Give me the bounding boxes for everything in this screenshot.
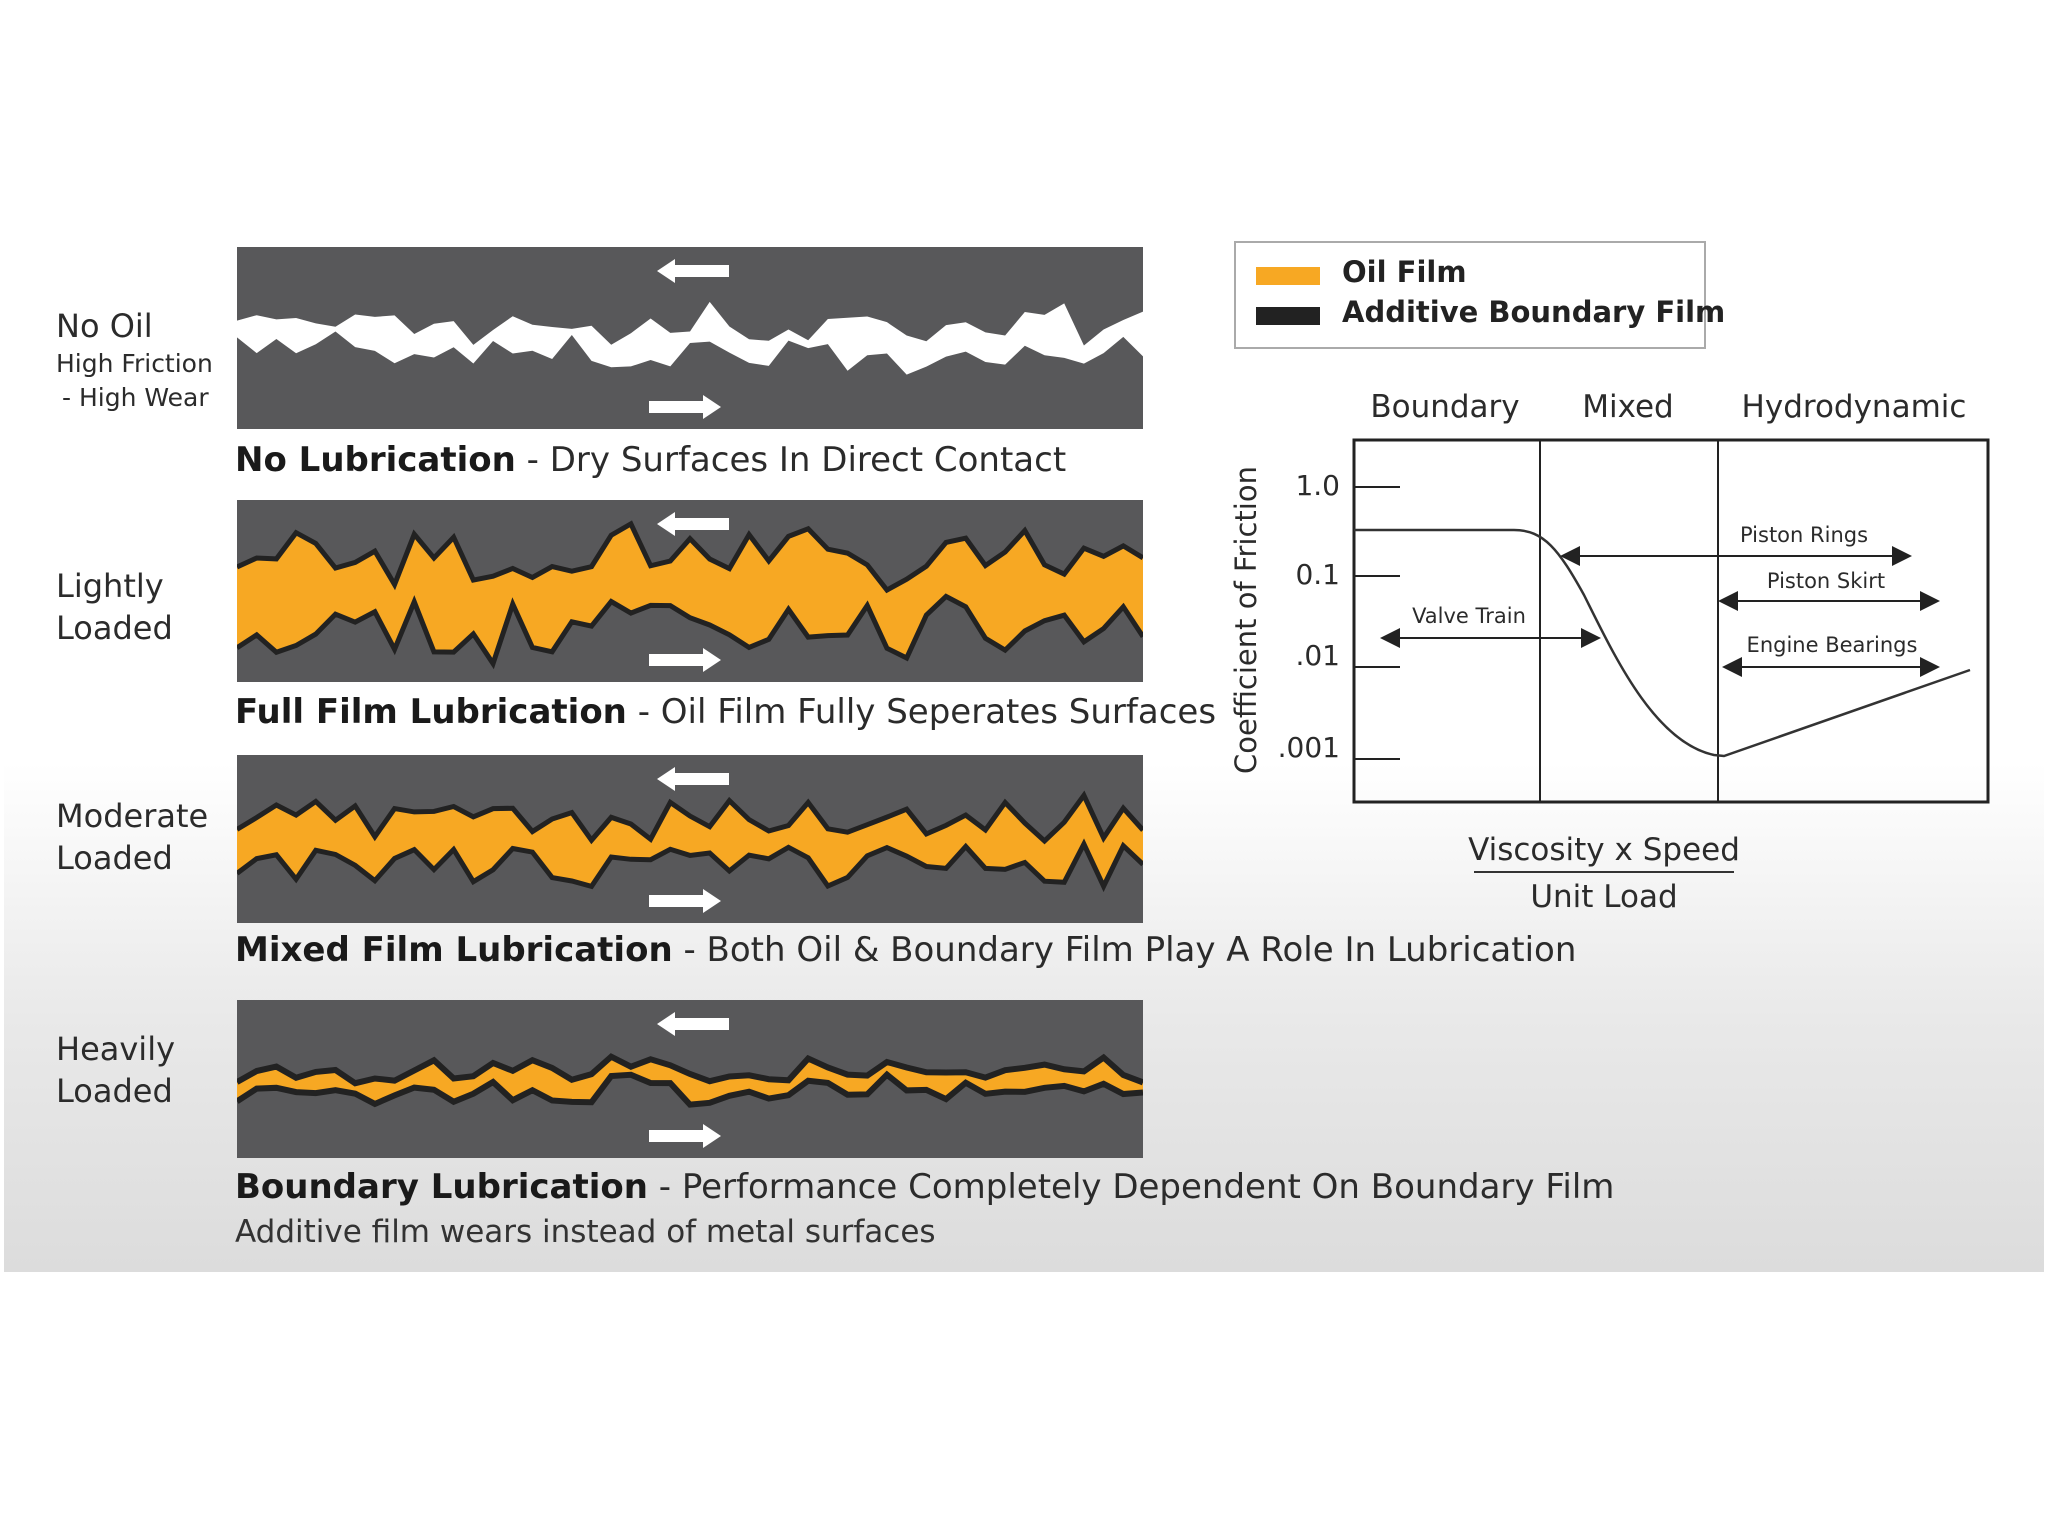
boundary-film-line bbox=[237, 1070, 1143, 1108]
boundary-film-line bbox=[237, 790, 1143, 845]
row-label-heavily-loaded: Heavily Loaded bbox=[56, 1028, 175, 1112]
caption-desc: - Oil Film Fully Seperates Surfaces bbox=[637, 692, 1217, 732]
y-tick-label: .01 bbox=[1295, 639, 1340, 672]
y-axis-label: Coefficient of Friction bbox=[1229, 466, 1263, 774]
caption-desc: - Performance Completely Dependent On Bo… bbox=[658, 1167, 1615, 1207]
caption-title: Boundary Lubrication bbox=[235, 1167, 648, 1207]
y-tick-label: .001 bbox=[1278, 731, 1340, 764]
boundary-film-line bbox=[237, 838, 1143, 893]
oil-film bbox=[237, 523, 1143, 664]
regime-label-hydrodynamic: Hydrodynamic bbox=[1742, 389, 1967, 425]
x-axis-label-numerator: Viscosity x Speed bbox=[1468, 832, 1740, 868]
regime-label-mixed: Mixed bbox=[1582, 389, 1674, 425]
boundary-film-line bbox=[237, 593, 1143, 670]
stribeck-diagram: Boundary Mixed Hydrodynamic 1.0 0.1 .01 … bbox=[1229, 389, 1990, 915]
legend-label: Oil Film bbox=[1342, 255, 1467, 289]
surface-drawing bbox=[237, 1012, 1143, 1148]
arrow-right-icon bbox=[649, 889, 721, 913]
caption-boundary: Boundary Lubrication - Performance Compl… bbox=[235, 1167, 1614, 1207]
row-label-lightly-loaded: Lightly Loaded bbox=[56, 565, 173, 649]
y-tick-label: 0.1 bbox=[1295, 558, 1340, 591]
row-label-line: No Oil bbox=[56, 307, 153, 345]
arrow-left-icon bbox=[657, 1012, 729, 1036]
caption-no-lubrication: No Lubrication - Dry Surfaces In Direct … bbox=[235, 440, 1066, 480]
row-label-line: Lightly bbox=[56, 567, 164, 605]
caption-desc: - Both Oil & Boundary Film Play A Role I… bbox=[683, 930, 1577, 970]
row-label-line: Loaded bbox=[56, 609, 173, 647]
row-label-line: - High Wear bbox=[62, 383, 209, 412]
legend-swatch-boundary bbox=[1256, 307, 1320, 325]
surface-gap bbox=[237, 301, 1143, 375]
range-label-engine-bearings: Engine Bearings bbox=[1747, 633, 1918, 657]
caption-title: Mixed Film Lubrication bbox=[235, 930, 673, 970]
row-label-line: High Friction bbox=[56, 349, 213, 378]
surface-drawing bbox=[237, 259, 1143, 419]
range-label-piston-rings: Piston Rings bbox=[1740, 523, 1868, 547]
row-label-line: Loaded bbox=[56, 1072, 173, 1110]
caption-mixed-film: Mixed Film Lubrication - Both Oil & Boun… bbox=[235, 930, 1576, 970]
arrow-right-icon bbox=[649, 395, 721, 419]
oil-film bbox=[237, 795, 1143, 887]
row-label-line: Loaded bbox=[56, 839, 173, 877]
panel-mixed-film bbox=[237, 755, 1143, 923]
arrow-left-icon bbox=[657, 512, 729, 536]
surface-drawing bbox=[237, 767, 1143, 913]
panel-boundary bbox=[237, 1000, 1143, 1158]
row-label-line: Moderate bbox=[56, 797, 209, 835]
surface-drawing bbox=[237, 512, 1143, 672]
range-label-piston-skirt: Piston Skirt bbox=[1767, 569, 1885, 593]
legend-swatch-oil bbox=[1256, 267, 1320, 285]
legend-label: Additive Boundary Film bbox=[1342, 295, 1726, 329]
plot-frame bbox=[1352, 438, 1990, 804]
arrow-right-icon bbox=[649, 648, 721, 672]
regime-label-boundary: Boundary bbox=[1370, 389, 1519, 425]
boundary-note: Additive film wears instead of metal sur… bbox=[235, 1214, 936, 1250]
boundary-film-line bbox=[237, 520, 1143, 594]
y-tick-label: 1.0 bbox=[1295, 469, 1340, 502]
panel-no-lubrication bbox=[237, 247, 1143, 429]
x-axis-label-denominator: Unit Load bbox=[1530, 879, 1677, 915]
arrow-left-icon bbox=[657, 767, 729, 791]
row-label-moderate-loaded: Moderate Loaded bbox=[56, 795, 208, 879]
row-label-line: Heavily bbox=[56, 1030, 176, 1068]
caption-title: Full Film Lubrication bbox=[235, 692, 627, 732]
caption-full-film: Full Film Lubrication - Oil Film Fully S… bbox=[235, 692, 1216, 732]
panel-full-film bbox=[237, 500, 1143, 682]
oil-film bbox=[237, 1056, 1143, 1105]
legend: Oil Film Additive Boundary Film bbox=[1234, 241, 1725, 349]
caption-desc: - Dry Surfaces In Direct Contact bbox=[526, 440, 1067, 480]
slide: No Oil High Friction - High Wear No Lubr… bbox=[4, 0, 2044, 1272]
stribeck-curve bbox=[1354, 528, 1971, 758]
range-label-valve-train: Valve Train bbox=[1412, 604, 1526, 628]
arrow-left-icon bbox=[657, 259, 729, 283]
row-label-no-oil: No Oil High Friction - High Wear bbox=[56, 305, 213, 415]
arrow-right-icon bbox=[649, 1124, 721, 1148]
caption-title: No Lubrication bbox=[235, 440, 516, 480]
boundary-film-line bbox=[237, 1053, 1143, 1087]
